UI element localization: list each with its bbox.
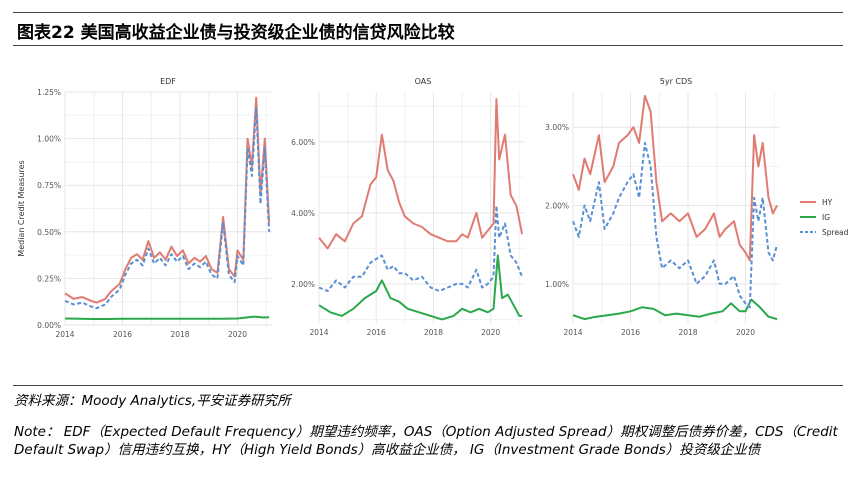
y-tick-label: 1.00%	[545, 280, 569, 289]
series-line-hy	[64, 96, 271, 304]
x-tick-label: 2016	[621, 328, 640, 337]
chart-title: 5yr CDS	[660, 77, 692, 86]
series-line-hy	[318, 98, 524, 250]
series-line-spread	[572, 141, 779, 309]
y-tick-label: 2.00%	[545, 202, 569, 211]
y-tick-label: 0.25%	[37, 274, 61, 283]
x-tick-label: 2016	[367, 328, 386, 337]
x-tick-label: 2018	[678, 328, 697, 337]
chart-title: OAS	[415, 77, 432, 86]
series-line-hy	[572, 94, 778, 262]
x-tick-label: 2014	[55, 330, 74, 339]
y-tick-label: 6.00%	[291, 138, 315, 147]
series-line-ig	[572, 298, 778, 321]
divider	[13, 385, 843, 386]
y-tick-label: 2.00%	[291, 280, 315, 289]
series-line-spread	[318, 204, 524, 292]
chart-edf: 0.00% 0.25% 0.50% 0.75% 1.00% 1.25% 2014 2016 20…	[17, 77, 272, 339]
x-tick-label: 2018	[424, 328, 443, 337]
title-bar: 图表22 美国高收益企业债与投资级企业债的信贷风险比较	[13, 12, 843, 46]
series-line-ig	[64, 315, 270, 320]
legend: HY IG Spread	[800, 198, 849, 237]
x-tick-label: 2020	[736, 328, 755, 337]
legend-label: Spread	[822, 228, 849, 237]
x-tick-label: 2018	[170, 330, 189, 339]
note-text: Note： EDF（Expected Default Frequency）期望违…	[14, 424, 838, 458]
y-tick-label: 0.75%	[37, 181, 61, 190]
y-tick-label: 4.00%	[291, 209, 315, 218]
page-title: 图表22 美国高收益企业债与投资级企业债的信贷风险比较	[17, 23, 455, 43]
y-tick-label: 1.00%	[37, 135, 61, 144]
x-tick-label: 2016	[113, 330, 132, 339]
y-tick-label: 3.00%	[545, 123, 569, 132]
source-text: 资料来源：Moody Analytics,平安证券研究所	[14, 393, 291, 409]
legend-label: IG	[822, 213, 830, 222]
x-tick-label: 2014	[563, 328, 582, 337]
chart-title: EDF	[160, 77, 176, 86]
plot-area	[573, 92, 780, 323]
x-tick-label: 2020	[228, 330, 247, 339]
series-line-spread	[64, 105, 271, 310]
x-tick-label: 2020	[481, 328, 500, 337]
charts-panel: 0.00% 0.25% 0.50% 0.75% 1.00% 1.25% 2014 2016 20…	[17, 77, 849, 339]
x-tick-label: 2014	[309, 328, 328, 337]
y-tick-label: 0.00%	[37, 321, 61, 330]
chart-oas: 2.00% 4.00% 6.00% 2014 2016 2018 2020 OAS	[291, 77, 525, 337]
y-tick-label: 0.50%	[37, 228, 61, 237]
series-line-ig	[318, 254, 523, 321]
chart-5yr-cds: 1.00% 2.00% 3.00% 2014 2016 2018 2020 5yr CDS HY…	[545, 77, 848, 337]
legend-label: HY	[822, 198, 833, 207]
y-tick-label: 1.25%	[37, 88, 61, 97]
y-axis-label: Median Credit Measures	[17, 160, 26, 256]
